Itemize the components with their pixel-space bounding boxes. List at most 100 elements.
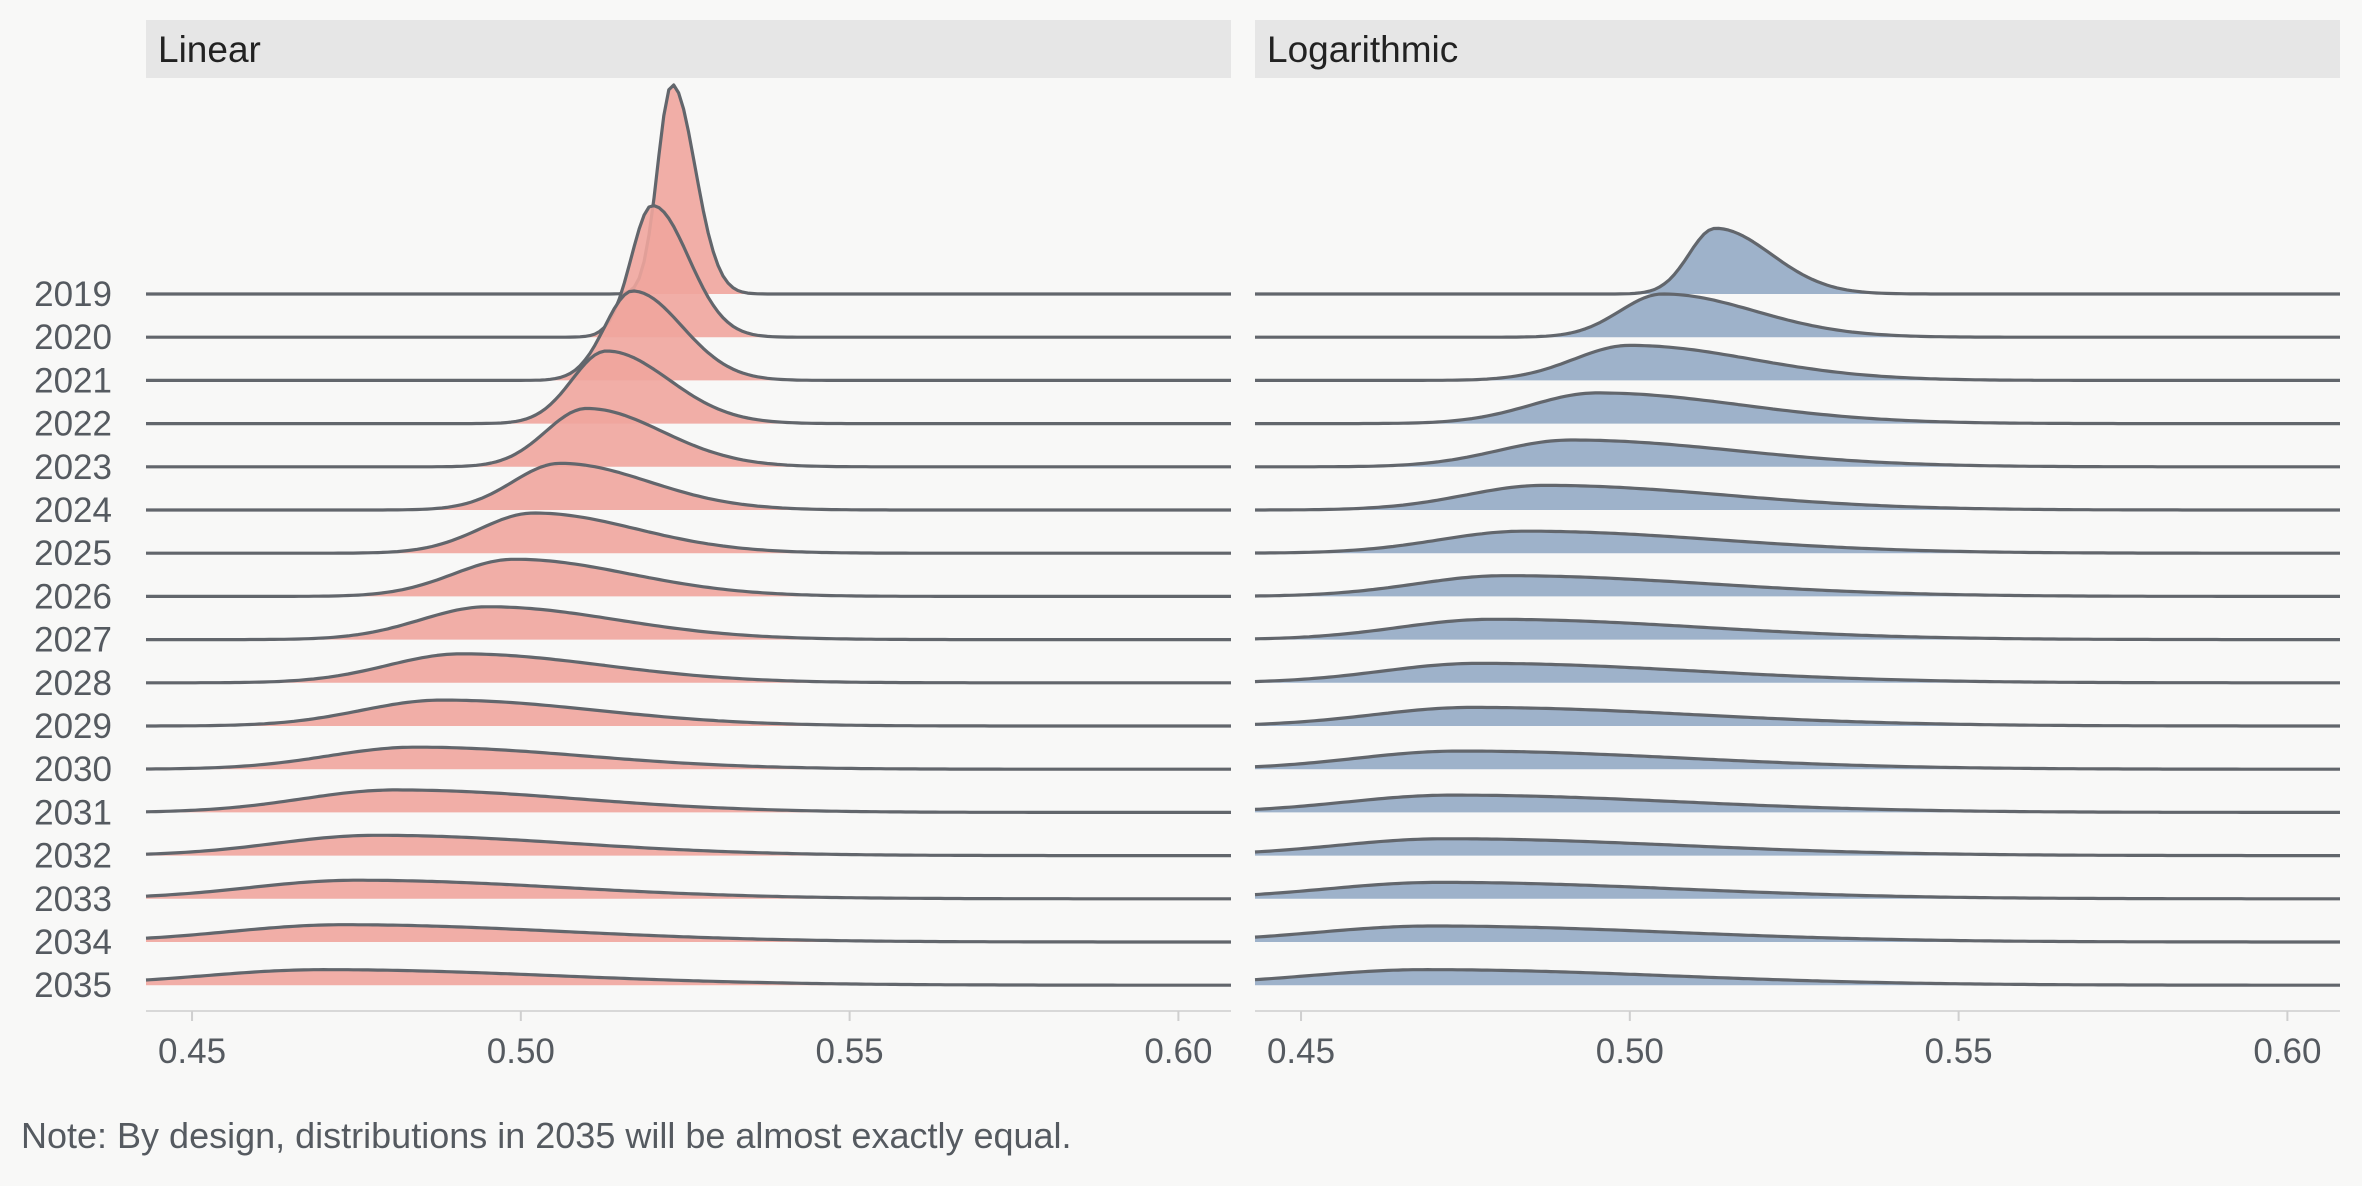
- ridge-fill-2034: [146, 924, 1231, 942]
- ytick-label-2023: 2023: [34, 448, 112, 487]
- ridge-line-2035: [1254, 968, 2340, 987]
- ytick-label-2019: 2019: [34, 275, 112, 314]
- ridge-line-2020: [1255, 292, 2340, 339]
- ridge-fill-2025: [1255, 531, 2340, 554]
- ridge-line-2035: [145, 968, 1231, 987]
- ridge-line-2019: [1255, 226, 2340, 296]
- ridge-line-2025: [1255, 529, 2340, 555]
- ytick-label-2033: 2033: [34, 880, 112, 919]
- ridge-line-2034: [145, 923, 1231, 944]
- panel-logarithmic: Logarithmic 0.45 0.50 0.55 0.60: [1254, 20, 2340, 1071]
- ridge-fill-2020: [146, 205, 1231, 338]
- ridge-fill-2027: [1255, 619, 2340, 640]
- y-axis-labels: 2019 2020 2021 2022 2023 2024 2025 2026 2027 2028…: [34, 275, 112, 1005]
- ridge-fill-2020: [1255, 294, 2340, 338]
- x-tick-label-0.50: 0.50: [1596, 1032, 1664, 1071]
- ridge-line-2023: [146, 406, 1231, 469]
- ytick-label-2032: 2032: [34, 837, 112, 876]
- ridge-line-2031: [1254, 793, 2340, 814]
- panels: Linear 0.45 0.50 0.55 0.60 Logarithmic 0.45 0.5…: [145, 20, 2340, 1071]
- ridge-fill-2029: [146, 700, 1231, 726]
- ridge-line-2020: [146, 204, 1231, 339]
- ridge-fill-2030: [1255, 751, 2340, 770]
- ytick-label-2035: 2035: [34, 966, 112, 1005]
- ridge-line-2025: [146, 511, 1231, 555]
- ridge-fill-2035: [1255, 969, 2340, 986]
- ridge-line-2032: [1254, 837, 2340, 858]
- ytick-label-2029: 2029: [34, 707, 112, 746]
- ridge-line-2028: [146, 652, 1231, 685]
- ridge-line-2019: [146, 83, 1231, 296]
- ytick-label-2025: 2025: [34, 534, 112, 573]
- ridge-fill-2023: [146, 408, 1231, 467]
- ytick-label-2020: 2020: [34, 318, 112, 357]
- ytick-label-2024: 2024: [34, 491, 112, 530]
- ridge-line-2027: [146, 605, 1231, 642]
- ytick-label-2034: 2034: [34, 923, 112, 962]
- ridge-fill-2025: [146, 513, 1231, 554]
- ridge-line-2034: [1254, 924, 2340, 944]
- ridge-line-2022: [1255, 391, 2340, 426]
- ridge-line-2031: [145, 788, 1231, 814]
- ridge-line-2024: [146, 461, 1231, 512]
- ridge-fill-2024: [1255, 485, 2340, 510]
- ridge-fill-2026: [1255, 575, 2340, 597]
- ytick-label-2031: 2031: [34, 793, 112, 832]
- ridge-fill-2033: [1255, 882, 2340, 899]
- ridge-fill-2022: [146, 351, 1231, 424]
- x-tick-label-0.60: 0.60: [1144, 1032, 1212, 1071]
- panel-linear: Linear 0.45 0.50 0.55 0.60: [145, 20, 1231, 1071]
- ridge-line-2030: [146, 745, 1231, 771]
- ridge-fill-2028: [1255, 663, 2340, 683]
- ridge-line-2023: [1255, 438, 2340, 469]
- ridge-fill-2035: [146, 969, 1231, 986]
- ridge-line-2033: [1254, 880, 2340, 901]
- x-tick-label-0.45: 0.45: [158, 1032, 226, 1071]
- ridge-fill-2031: [1255, 795, 2340, 813]
- ytick-label-2028: 2028: [34, 664, 112, 703]
- ridge-fill-2019: [146, 85, 1231, 294]
- x-tick-label-0.55: 0.55: [1925, 1032, 1993, 1071]
- panel-title: Logarithmic: [1267, 29, 1458, 70]
- ridge-fill-2030: [146, 747, 1231, 770]
- ytick-label-2027: 2027: [34, 621, 112, 660]
- ridge-line-2033: [145, 878, 1231, 901]
- x-tick-label-0.50: 0.50: [487, 1032, 555, 1071]
- ridge-line-2021: [1255, 343, 2340, 382]
- ridge-fill-2033: [146, 880, 1231, 899]
- ridge-fill-2022: [1255, 392, 2340, 424]
- ridge-line-2026: [1254, 574, 2340, 598]
- panel-strip: [1255, 20, 2340, 78]
- ridge-fill-2023: [1255, 440, 2340, 467]
- ridge-line-2029: [1254, 705, 2340, 728]
- ridge-line-2027: [1254, 617, 2340, 642]
- panel-title: Linear: [158, 29, 261, 70]
- ridge-line-2030: [1254, 749, 2340, 771]
- ridge-fill-2024: [146, 463, 1231, 510]
- ridge-line-2022: [146, 349, 1231, 426]
- ridge-fill-2027: [146, 606, 1231, 640]
- ridge-line-2021: [146, 289, 1231, 382]
- ridge-fill-2029: [1255, 707, 2340, 726]
- ridge-fill-2032: [1255, 838, 2340, 856]
- ytick-label-2026: 2026: [34, 577, 112, 616]
- ridge-fill-2019: [1255, 228, 2340, 294]
- chart-note: Note: By design, distributions in 2035 w…: [21, 1115, 1072, 1156]
- ridge-line-2024: [1255, 483, 2340, 512]
- ridge-line-2032: [145, 833, 1231, 858]
- ridge-fill-2028: [146, 653, 1231, 683]
- ridge-line-2026: [146, 557, 1231, 598]
- x-tick-label-0.60: 0.60: [2253, 1032, 2321, 1071]
- x-tick-label-0.45: 0.45: [1267, 1032, 1335, 1071]
- x-tick-label-0.55: 0.55: [816, 1032, 884, 1071]
- ridge-line-2028: [1254, 661, 2340, 685]
- ridge-fill-2034: [1255, 926, 2340, 942]
- ytick-label-2030: 2030: [34, 750, 112, 789]
- ytick-label-2022: 2022: [34, 405, 112, 444]
- ridge-fill-2021: [1255, 345, 2340, 381]
- ridge-fill-2031: [146, 789, 1231, 813]
- ridge-fill-2032: [146, 835, 1231, 856]
